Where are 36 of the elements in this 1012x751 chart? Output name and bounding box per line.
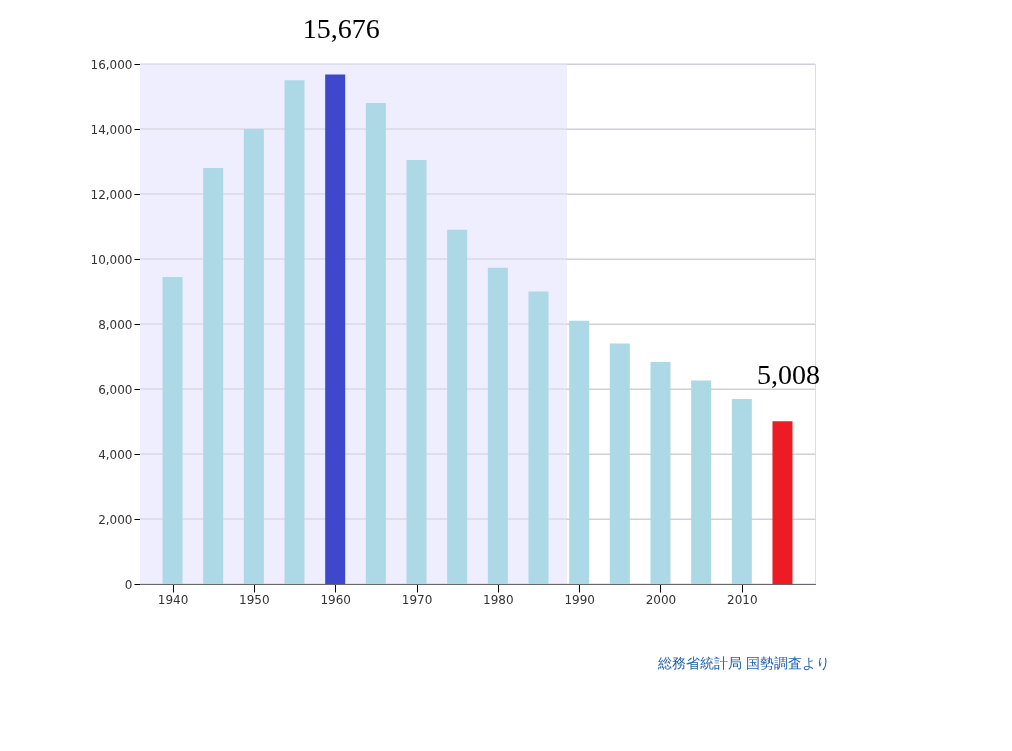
bar	[203, 168, 224, 584]
y-tick-label: 8,000	[98, 317, 133, 332]
bar	[772, 421, 793, 584]
bar	[609, 343, 630, 584]
bar	[487, 267, 508, 584]
bar	[162, 276, 183, 584]
y-tick-label: 4,000	[98, 447, 133, 462]
x-tick-label: 1970	[401, 592, 433, 607]
bar	[528, 291, 549, 584]
text: 総務省統計局 国勢調査より	[656, 655, 830, 671]
y-tick-label: 10,000	[90, 252, 133, 267]
bar	[406, 159, 427, 584]
y-tick-label: 6,000	[98, 382, 133, 397]
bar	[284, 80, 305, 584]
y-tick-label: 2,000	[98, 512, 133, 527]
x-tick-label: 1950	[239, 592, 270, 607]
data-label: 5,008	[756, 359, 820, 391]
x-tick-label: 2000	[645, 592, 677, 607]
y-tick-label: 16,000	[90, 57, 133, 72]
bar	[325, 74, 346, 584]
x-tick-label: 1990	[564, 592, 595, 607]
x-tick-label: 1980	[483, 592, 514, 607]
bar	[243, 129, 264, 584]
bar	[650, 362, 671, 584]
x-tick-label: 2010	[727, 592, 758, 607]
y-tick-label: 14,000	[90, 122, 133, 137]
y-tick-label: 0	[124, 577, 133, 592]
bar	[365, 103, 386, 584]
y-tick-label: 12,000	[90, 187, 133, 202]
bar	[569, 320, 590, 584]
bar	[731, 399, 752, 584]
bar	[691, 380, 712, 584]
x-tick-label: 1960	[320, 592, 351, 607]
data-label: 15,676	[302, 12, 380, 44]
bar	[447, 229, 468, 584]
x-tick-label: 1940	[157, 592, 189, 607]
